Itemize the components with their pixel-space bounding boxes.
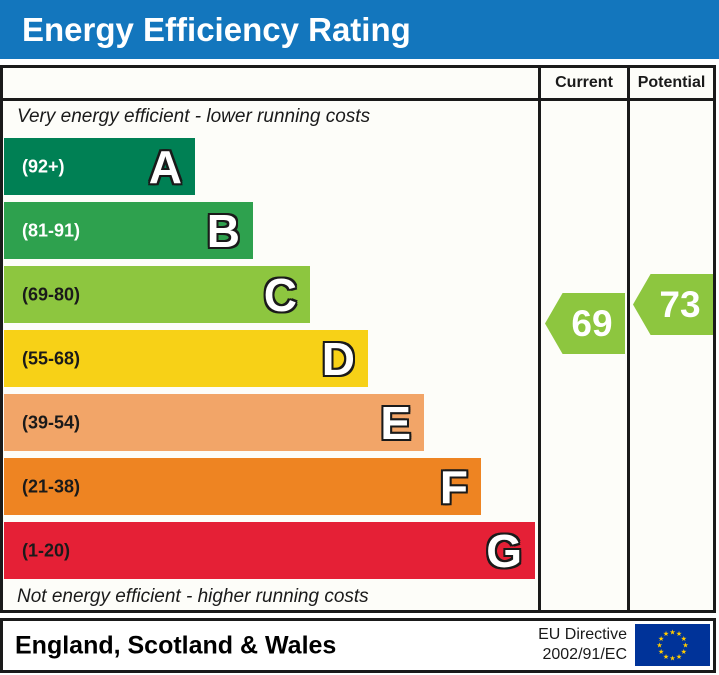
svg-text:★: ★ [663, 653, 669, 661]
potential-rating-arrow: 73 [633, 274, 713, 335]
page-title: Energy Efficiency Rating [22, 11, 411, 48]
caption-not-efficient: Not energy efficient - higher running co… [17, 586, 369, 607]
caption-very-efficient: Very energy efficient - lower running co… [17, 106, 371, 127]
footer-bar: England, Scotland & Wales EU Directive 2… [0, 618, 716, 673]
eu-directive-line2: 2002/91/EC [542, 646, 627, 664]
band-range-g: (1-20) [22, 540, 71, 560]
current-column-divider [538, 68, 541, 610]
svg-text:★: ★ [669, 629, 675, 637]
band-letter-e: E [380, 396, 411, 449]
eu-directive-line1: EU Directive [538, 625, 627, 643]
svg-text:★: ★ [669, 655, 675, 663]
svg-text:★: ★ [676, 653, 682, 661]
band-row-g: (1-20) G [4, 522, 535, 579]
band-range-d: (55-68) [22, 348, 81, 368]
svg-text:★: ★ [681, 648, 687, 656]
band-range-a: (92+) [22, 156, 65, 176]
current-rating-arrow: 69 [545, 293, 625, 354]
band-letter-b: B [206, 204, 240, 257]
band-letter-f: F [439, 460, 468, 513]
potential-column-divider [627, 68, 630, 610]
band-letter-a: A [148, 140, 182, 193]
eu-flag-icon: ★ ★ ★ ★ ★ ★ ★ ★ ★ ★ ★ ★ [635, 624, 710, 666]
band-row-d: (55-68) D [4, 330, 368, 387]
svg-text:★: ★ [681, 635, 687, 643]
header-row-divider [3, 98, 713, 101]
band-row-e: (39-54) E [4, 394, 424, 451]
rating-chart: Current Potential Very energy efficient … [0, 65, 716, 613]
svg-text:★: ★ [658, 635, 664, 643]
band-range-f: (21-38) [22, 476, 81, 496]
svg-text:★: ★ [656, 642, 662, 650]
footer-region-label: England, Scotland & Wales [15, 631, 337, 659]
potential-rating-value: 73 [659, 283, 701, 325]
band-letter-c: C [263, 268, 297, 321]
title-bar: Energy Efficiency Rating [0, 0, 719, 59]
svg-text:★: ★ [658, 648, 664, 656]
band-letter-d: D [321, 332, 355, 385]
band-range-b: (81-91) [22, 220, 81, 240]
band-row-c: (69-80) C [4, 266, 310, 323]
band-range-e: (39-54) [22, 412, 81, 432]
svg-text:★: ★ [682, 642, 688, 650]
column-header-potential: Potential [637, 74, 706, 91]
eu-directive-label: EU Directive 2002/91/EC [538, 625, 627, 667]
current-rating-value: 69 [571, 302, 613, 344]
svg-text:★: ★ [663, 630, 669, 638]
column-header-current: Current [555, 74, 613, 91]
band-row-a: (92+) A [4, 138, 195, 195]
band-row-b: (81-91) B [4, 202, 253, 259]
svg-text:★: ★ [676, 630, 682, 638]
band-range-c: (69-80) [22, 284, 81, 304]
band-letter-g: G [486, 524, 522, 577]
band-row-f: (21-38) F [4, 458, 481, 515]
